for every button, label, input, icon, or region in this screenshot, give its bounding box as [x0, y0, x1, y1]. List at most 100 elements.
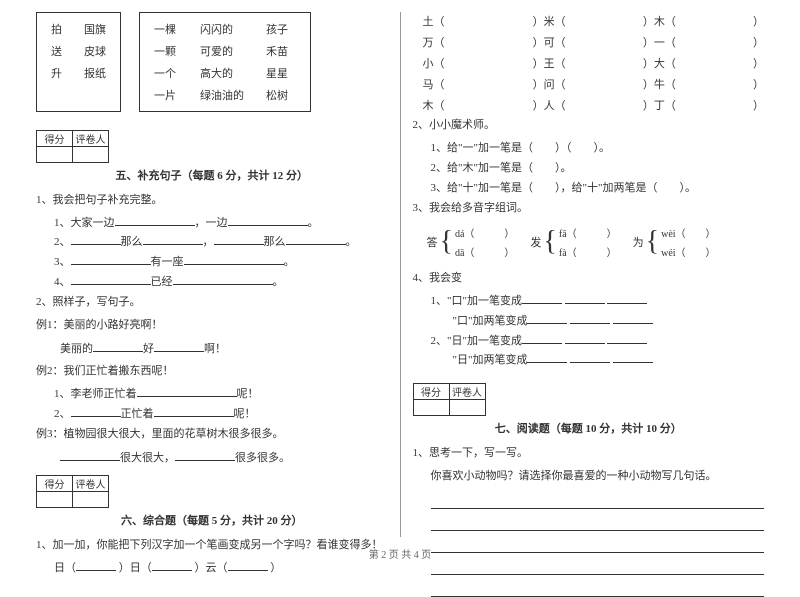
- cell: 一片: [154, 87, 184, 103]
- cell: 一个: [154, 65, 184, 81]
- cell: 皮球: [84, 43, 106, 59]
- cell: 闪闪的: [200, 21, 250, 37]
- blank[interactable]: [76, 570, 116, 571]
- q2-1: 1、给"一"加一笔是（ ）（ ）。: [413, 139, 765, 159]
- q4-2: "口"加两笔变成: [413, 312, 765, 332]
- cell: 星星: [266, 65, 296, 81]
- blank[interactable]: [154, 416, 234, 417]
- column-divider: [400, 12, 401, 537]
- blank[interactable]: [93, 351, 143, 352]
- char-row: 万（）可（）一（）: [423, 33, 765, 54]
- blank[interactable]: [173, 284, 273, 285]
- score-label: 得分: [37, 476, 73, 492]
- grader-cell[interactable]: [73, 147, 109, 163]
- blank[interactable]: [527, 362, 567, 363]
- score-label: 得分: [37, 131, 73, 147]
- cell: 一颗: [154, 43, 184, 59]
- blank[interactable]: [522, 343, 562, 344]
- match-box-left: 拍国旗 送皮球 升报纸: [36, 12, 121, 112]
- score-cell[interactable]: [37, 492, 73, 508]
- char-row: 木（）人（）丁（）: [423, 96, 765, 117]
- blank[interactable]: [522, 303, 562, 304]
- blank[interactable]: [570, 323, 610, 324]
- cell: 送: [51, 43, 62, 59]
- blank[interactable]: [143, 244, 203, 245]
- q3: 3、我会给多音字组词。: [413, 199, 765, 218]
- grader-cell[interactable]: [73, 492, 109, 508]
- blank[interactable]: [527, 323, 567, 324]
- blank[interactable]: [613, 362, 653, 363]
- blank[interactable]: [286, 244, 346, 245]
- blank[interactable]: [60, 460, 120, 461]
- char-row: 小（）王（）大（）: [423, 54, 765, 75]
- blank[interactable]: [115, 225, 195, 226]
- char-row: 土（）米（）木（）: [423, 12, 765, 33]
- blank[interactable]: [570, 362, 610, 363]
- score-cell[interactable]: [37, 147, 73, 163]
- q5-1-1: 1、大家一边，一边。: [36, 214, 388, 234]
- score-table: 得分评卷人: [36, 475, 109, 508]
- blank[interactable]: [228, 225, 308, 226]
- blank[interactable]: [613, 323, 653, 324]
- writing-line[interactable]: [431, 513, 765, 531]
- q5-1: 1、我会把句子补充完整。: [36, 191, 388, 210]
- q7-1: 1、思考一下，写一写。: [413, 444, 765, 463]
- cell: 绿油油的: [200, 87, 250, 103]
- ex2-2: 2、正忙着呢！: [36, 405, 388, 425]
- page-footer: 第 2 页 共 4 页: [0, 546, 800, 561]
- brace-icon: {: [543, 228, 556, 256]
- brace-icon: {: [440, 228, 453, 256]
- blank[interactable]: [71, 264, 151, 265]
- grader-label: 评卷人: [449, 384, 485, 400]
- example-2: 例2：我们正忙着搬东西呢！: [36, 362, 388, 381]
- cell: 可爱的: [200, 43, 250, 59]
- q5-1-3: 3、有一座。: [36, 253, 388, 273]
- ex1-fill: 美丽的好啊！: [36, 340, 388, 356]
- char-row: 马（）问（）牛（）: [423, 75, 765, 96]
- brace-icon: {: [646, 228, 659, 256]
- score-table: 得分评卷人: [36, 130, 109, 163]
- score-cell[interactable]: [413, 400, 449, 416]
- blank[interactable]: [607, 303, 647, 304]
- polyphone-group: 答{dá（ ）dā（ ） 发{fā（ ）fà（ ） 为{wèi（ ）wéi（ ）: [427, 225, 765, 259]
- grader-cell[interactable]: [449, 400, 485, 416]
- q4-1: 1、"口"加一笔变成: [413, 292, 765, 312]
- blank[interactable]: [71, 284, 151, 285]
- section-6-title: 六、综合题（每题 5 分，共计 20 分）: [36, 512, 388, 528]
- score-label: 得分: [413, 384, 449, 400]
- writing-line[interactable]: [431, 579, 765, 597]
- cell: 报纸: [84, 65, 106, 81]
- blank[interactable]: [71, 244, 121, 245]
- blank[interactable]: [607, 343, 647, 344]
- blank[interactable]: [152, 570, 192, 571]
- blank[interactable]: [228, 570, 268, 571]
- blank[interactable]: [137, 396, 237, 397]
- blank[interactable]: [565, 343, 605, 344]
- cell: 松树: [266, 87, 296, 103]
- blank[interactable]: [71, 416, 121, 417]
- example-1: 例1：美丽的小路好亮啊！: [36, 316, 388, 335]
- section-5-title: 五、补充句子（每题 6 分，共计 12 分）: [36, 167, 388, 183]
- cell: 高大的: [200, 65, 250, 81]
- q5-2: 2、照样子，写句子。: [36, 293, 388, 312]
- ex2-1: 1、李老师正忙着呢！: [36, 385, 388, 405]
- section-7-title: 七、阅读题（每题 10 分，共计 10 分）: [413, 420, 765, 436]
- blank[interactable]: [154, 351, 204, 352]
- cell: 国旗: [84, 21, 106, 37]
- match-box-right: 一棵闪闪的孩子 一颗可爱的禾苗 一个高大的星星 一片绿油油的松树: [139, 12, 311, 112]
- cell: 孩子: [266, 21, 296, 37]
- blank[interactable]: [184, 264, 284, 265]
- ex3-fill: 很大很大，很多很多。: [36, 449, 388, 465]
- q2-3: 3、给"十"加一笔是（ ），给"十"加两笔是（ ）。: [413, 179, 765, 199]
- q2: 2、小小魔术师。: [413, 116, 765, 135]
- example-3: 例3：植物园很大很大，里面的花草树木很多很多。: [36, 425, 388, 444]
- blank[interactable]: [565, 303, 605, 304]
- q4-3: 2、"日"加一笔变成: [413, 332, 765, 352]
- q5-1-4: 4、已经。: [36, 273, 388, 293]
- blank[interactable]: [175, 460, 235, 461]
- q5-1-2: 2、那么，那么。: [36, 233, 388, 253]
- cell: 升: [51, 65, 62, 81]
- writing-line[interactable]: [431, 491, 765, 509]
- cell: 一棵: [154, 21, 184, 37]
- blank[interactable]: [214, 244, 264, 245]
